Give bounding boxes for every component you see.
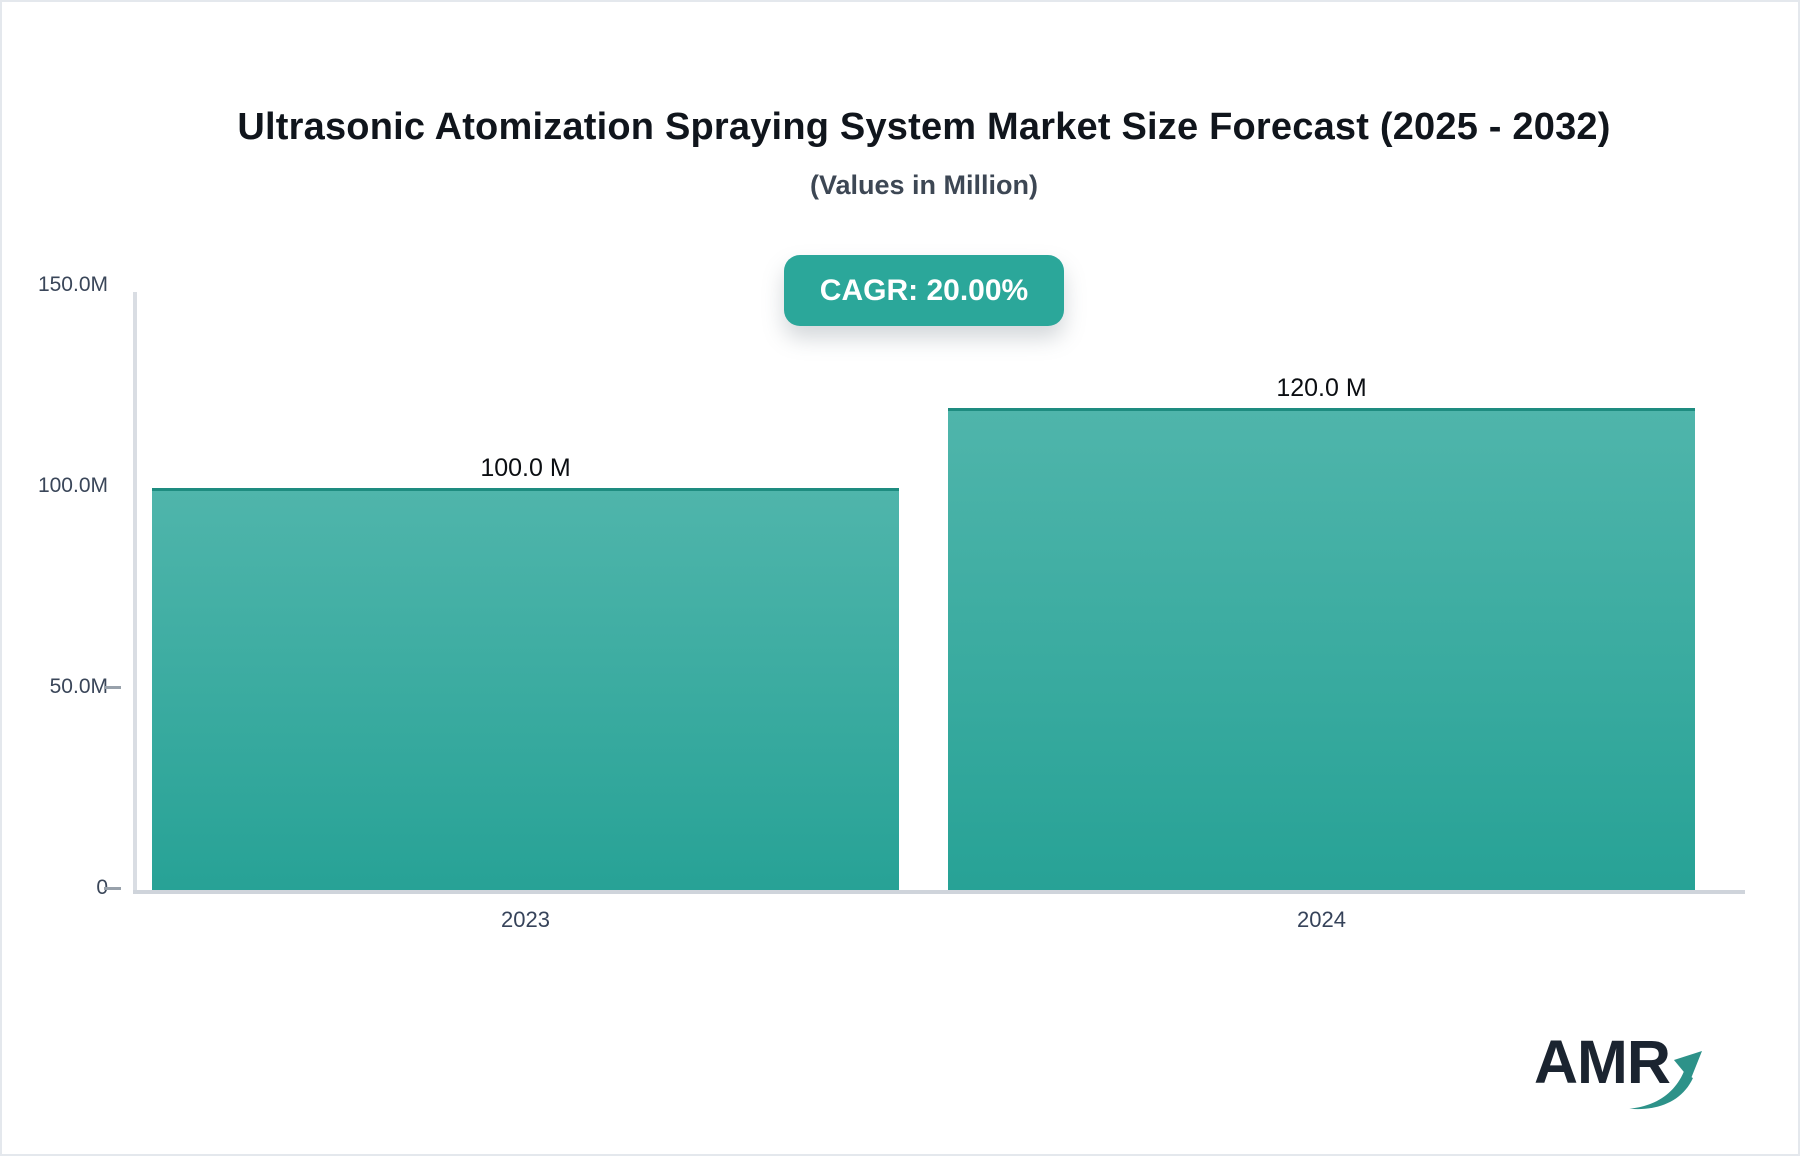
bar-2023: [152, 488, 899, 890]
cagr-badge-row: CAGR: 20.00%: [50, 255, 1798, 326]
bar-value-label: 120.0 M: [1276, 374, 1367, 402]
x-axis-baseline: [133, 890, 1745, 894]
y-axis-line: [133, 292, 137, 894]
y-axis-label: 100.0M: [37, 474, 108, 497]
y-axis-tick: [104, 887, 121, 890]
y-axis-label: 50.0M: [49, 675, 108, 698]
cagr-badge: CAGR: 20.00%: [783, 255, 1065, 326]
y-axis-tick: [104, 686, 121, 689]
amr-logo-text: AMR: [1534, 1028, 1671, 1096]
bar-2024: [948, 408, 1695, 890]
chart-title: Ultrasonic Atomization Spraying System M…: [237, 106, 1611, 148]
x-axis-label: 2023: [501, 907, 550, 932]
growth-arrow-icon: [1629, 1050, 1702, 1110]
bar-value-label: 100.0 M: [480, 454, 571, 482]
y-axis-label: 150.0M: [37, 273, 108, 296]
x-axis-label: 2024: [1297, 907, 1346, 932]
chart-subtitle: (Values in Million): [809, 170, 1039, 200]
y-axis-label: 0: [96, 876, 108, 899]
amr-logo: AMR: [1534, 1028, 1724, 1118]
